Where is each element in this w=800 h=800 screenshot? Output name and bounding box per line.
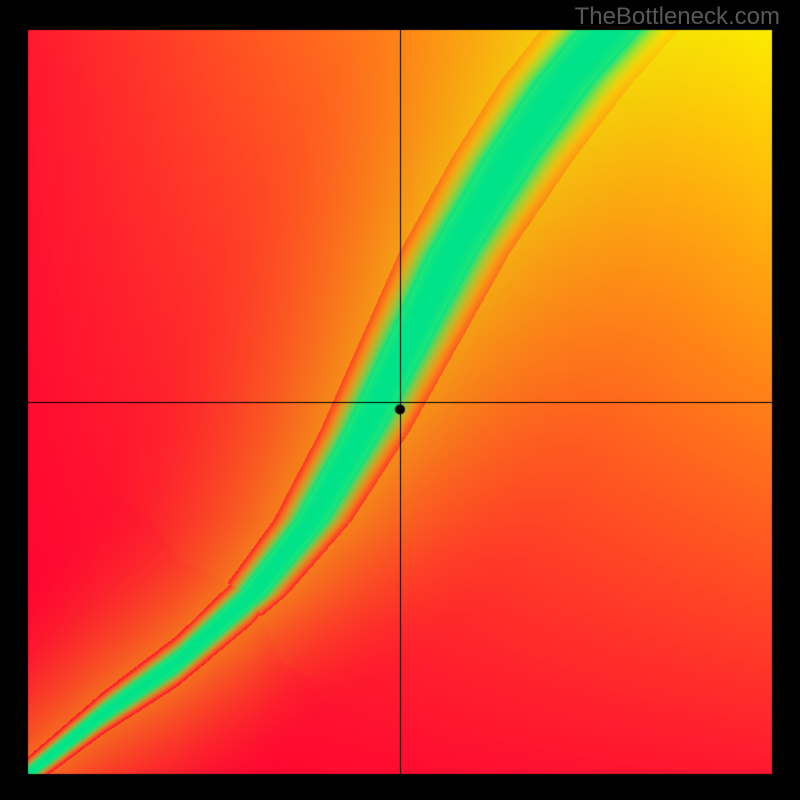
- bottleneck-heatmap: TheBottleneck.com: [0, 0, 800, 800]
- watermark-text: TheBottleneck.com: [575, 3, 780, 31]
- heatmap-canvas: [0, 0, 800, 800]
